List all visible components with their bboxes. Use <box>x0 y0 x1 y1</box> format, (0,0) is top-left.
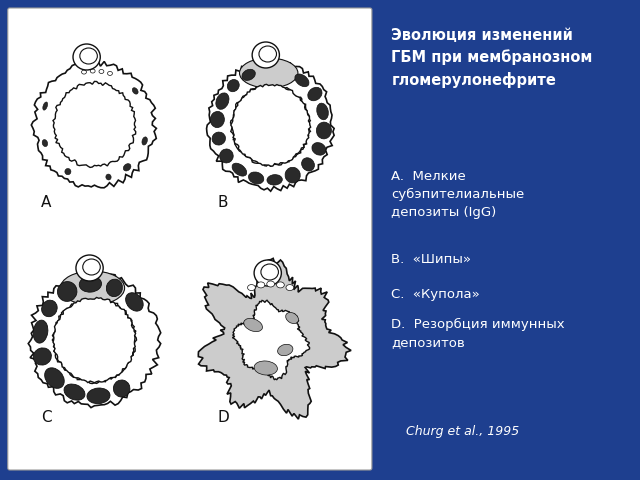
Polygon shape <box>231 84 310 166</box>
Ellipse shape <box>60 271 125 305</box>
Ellipse shape <box>33 320 48 343</box>
Polygon shape <box>31 60 156 188</box>
Ellipse shape <box>276 282 284 288</box>
Ellipse shape <box>58 282 77 301</box>
FancyBboxPatch shape <box>8 8 372 470</box>
Ellipse shape <box>113 380 130 397</box>
Ellipse shape <box>254 260 282 286</box>
Ellipse shape <box>254 361 277 375</box>
Ellipse shape <box>285 168 300 183</box>
Ellipse shape <box>64 384 85 400</box>
Ellipse shape <box>211 111 225 128</box>
Text: C: C <box>41 410 51 425</box>
Ellipse shape <box>316 122 332 139</box>
Ellipse shape <box>76 255 103 281</box>
Polygon shape <box>198 258 351 419</box>
Text: C.  «Купола»: C. «Купола» <box>392 288 480 301</box>
Ellipse shape <box>259 46 276 62</box>
Ellipse shape <box>308 87 322 101</box>
Ellipse shape <box>42 300 57 317</box>
Ellipse shape <box>87 388 110 404</box>
Text: D.  Резорбция иммунных
депозитов: D. Резорбция иммунных депозитов <box>392 318 565 349</box>
Polygon shape <box>52 297 136 384</box>
Ellipse shape <box>79 276 102 292</box>
Ellipse shape <box>45 368 64 388</box>
Ellipse shape <box>142 137 147 145</box>
Ellipse shape <box>252 42 280 68</box>
Text: A.  Мелкие
субэпителиальные
депозиты (IgG): A. Мелкие субэпителиальные депозиты (IgG… <box>392 170 525 219</box>
Ellipse shape <box>124 164 131 171</box>
Ellipse shape <box>286 285 294 290</box>
Polygon shape <box>28 273 161 408</box>
Polygon shape <box>230 84 310 167</box>
Ellipse shape <box>132 88 138 94</box>
Ellipse shape <box>261 264 278 280</box>
Text: Эволюция изменений
ГБМ при мембранозном
гломерулонефрите: Эволюция изменений ГБМ при мембранозном … <box>392 28 593 88</box>
Ellipse shape <box>317 103 328 120</box>
Text: B: B <box>217 195 228 210</box>
Ellipse shape <box>80 48 97 64</box>
Polygon shape <box>53 82 136 168</box>
Ellipse shape <box>267 175 282 185</box>
Ellipse shape <box>73 44 100 70</box>
Ellipse shape <box>220 149 233 163</box>
Ellipse shape <box>301 158 314 171</box>
Ellipse shape <box>83 259 100 275</box>
Ellipse shape <box>108 72 113 75</box>
Ellipse shape <box>99 70 104 73</box>
Ellipse shape <box>239 58 298 88</box>
Ellipse shape <box>216 93 229 109</box>
Ellipse shape <box>312 143 326 155</box>
Polygon shape <box>207 59 334 191</box>
Ellipse shape <box>65 168 71 175</box>
Ellipse shape <box>125 293 143 311</box>
Ellipse shape <box>248 285 255 290</box>
Ellipse shape <box>90 69 95 73</box>
Ellipse shape <box>106 174 111 180</box>
Ellipse shape <box>278 344 293 356</box>
Text: D: D <box>217 410 229 425</box>
Ellipse shape <box>227 80 239 92</box>
Ellipse shape <box>244 318 262 332</box>
Text: B.  «Шипы»: B. «Шипы» <box>392 253 472 266</box>
Ellipse shape <box>295 74 309 87</box>
Ellipse shape <box>267 281 275 287</box>
Ellipse shape <box>43 102 47 110</box>
Ellipse shape <box>248 172 264 184</box>
Polygon shape <box>53 298 136 383</box>
Text: A: A <box>41 195 51 210</box>
Text: Churg et al., 1995: Churg et al., 1995 <box>406 425 519 438</box>
Ellipse shape <box>285 312 298 324</box>
Ellipse shape <box>212 132 225 145</box>
Ellipse shape <box>242 69 255 81</box>
Polygon shape <box>232 300 310 380</box>
Ellipse shape <box>33 348 51 365</box>
Ellipse shape <box>257 282 265 288</box>
Ellipse shape <box>232 163 246 176</box>
Ellipse shape <box>106 279 122 297</box>
Ellipse shape <box>81 70 86 74</box>
Ellipse shape <box>42 140 47 146</box>
